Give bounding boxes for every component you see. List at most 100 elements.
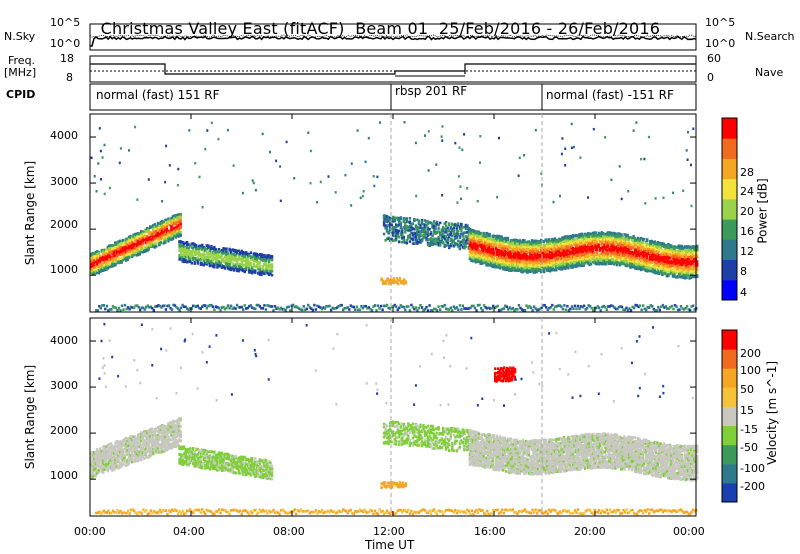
heatmap-cell [452,232,455,236]
heatmap-cell [442,241,445,244]
heatmap-cell [159,220,163,224]
heatmap-cell [94,264,97,268]
heatmap-cell [414,233,418,236]
heatmap-cell [470,239,473,242]
heatmap-cell [432,240,436,243]
heatmap-cell [264,267,268,270]
heatmap-cell [431,222,434,226]
heatmap-cell [261,269,265,272]
heatmap-cell [454,243,457,247]
heatmap-cell [144,228,147,232]
heatmap-cell [158,222,161,225]
heatmap-cell [251,258,254,261]
heatmap-cell [105,255,108,258]
heatmap-cell [193,253,196,256]
heatmap-cell [426,220,430,223]
heatmap-cell [237,249,240,253]
heatmap-cell [190,242,193,246]
heatmap-cell [178,249,181,252]
heatmap-cell [140,240,143,244]
heatmap-cell [423,223,427,227]
heatmap-cell [401,236,404,240]
heatmap-cell [442,225,445,229]
heatmap-cell [396,218,399,222]
heatmap-cell [178,254,181,257]
heatmap-cell [384,214,387,218]
heatmap-cell [398,229,401,233]
heatmap-cell [137,239,140,243]
velocity-cb-tick-15: 15 [740,404,754,417]
heatmap-cell [468,239,472,243]
heatmap-cell [184,255,187,259]
heatmap-cell [468,227,472,231]
heatmap-cell [141,233,144,237]
heatmap-cell [226,262,230,266]
heatmap-cell [425,225,428,228]
heatmap-cell [115,260,119,263]
heatmap-cell [96,257,99,261]
heatmap-cell [470,236,473,239]
heatmap-cell [184,247,187,250]
heatmap-cell [439,233,442,236]
heatmap-cell [466,238,469,241]
heatmap-cell [196,256,199,259]
heatmap-cell [395,238,398,242]
heatmap-cell [442,232,445,235]
heatmap-cell [260,270,263,274]
heatmap-cell [251,268,254,272]
heatmap-cell [184,249,187,253]
heatmap-cell [263,272,266,275]
heatmap-cell [213,265,216,269]
heatmap-cell [120,248,123,252]
heatmap-cell [437,242,440,245]
heatmap-cell [109,265,113,268]
heatmap-cell [246,262,249,266]
heatmap-cell [392,228,395,232]
heatmap-cell [254,256,257,260]
heatmap-cell [468,257,472,261]
heatmap-cell [267,260,271,263]
heatmap-cell [419,226,422,229]
heatmap-cell [211,255,215,259]
heatmap-cell [159,224,163,227]
heatmap-cell [138,241,141,244]
heatmap-cell [463,242,466,246]
heatmap-cell [179,230,182,234]
heatmap-cell [167,239,170,243]
heatmap-cell [440,228,443,231]
nsky-series [90,35,697,47]
heatmap-cell [235,260,239,264]
heatmap-cell [141,245,144,249]
heatmap-cell [228,263,231,266]
heatmap-cell [428,228,431,231]
heatmap-cell [186,249,189,253]
heatmap-cell [597,244,600,247]
heatmap-cell [231,267,234,271]
heatmap-cell [216,258,219,261]
heatmap-cell [439,240,442,243]
freq-unit-label: [MHz] [4,66,37,79]
heatmap-cell [445,244,448,248]
velocity-cb-tick-m15: -15 [740,423,758,436]
heatmap-cell [91,258,94,262]
heatmap-cell [390,223,393,227]
heatmap-cell [149,235,152,239]
heatmap-cell [105,249,108,253]
heatmap-cell [96,267,99,270]
heatmap-cell [461,240,465,244]
heatmap-cell [229,260,233,263]
heatmap-cell [245,267,248,270]
heatmap-cell [474,246,478,250]
heatmap-cell [390,219,393,223]
heatmap-cell [193,256,196,260]
heatmap-cell [186,241,189,244]
heatmap-cell [457,233,460,237]
heatmap-cell [387,237,390,241]
heatmap-cell [419,241,422,244]
heatmap-cell [117,244,120,247]
heatmap-cell [105,258,108,261]
heatmap-cell [567,266,570,270]
heatmap-cell [389,223,392,227]
heatmap-cell [103,248,106,252]
heatmap-cell [168,236,172,240]
